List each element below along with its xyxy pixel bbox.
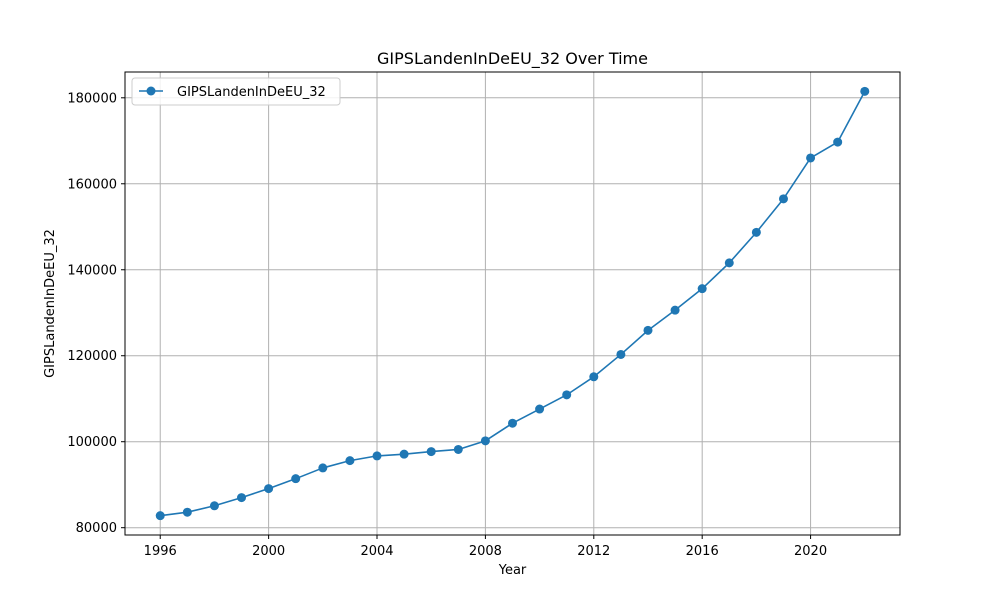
data-point xyxy=(480,436,490,446)
data-point xyxy=(589,372,599,382)
data-point xyxy=(345,456,355,466)
y-tick-label: 80000 xyxy=(76,521,117,536)
data-point xyxy=(616,349,626,359)
legend: GIPSLandenInDeEU_32 xyxy=(131,77,341,106)
chart-title: GIPSLandenInDeEU_32 Over Time xyxy=(377,49,648,69)
axis-ticks: 1996 2000 2004 2008 2012 2016 2020 80000 100000 1… xyxy=(67,91,827,559)
y-tick-label: 160000 xyxy=(67,177,117,192)
data-point xyxy=(697,284,707,294)
data-point xyxy=(508,418,517,428)
data-point xyxy=(318,463,328,473)
data-point xyxy=(806,153,816,163)
data-point xyxy=(291,474,301,484)
data-point xyxy=(643,325,653,335)
data-point xyxy=(237,493,247,503)
data-point xyxy=(535,404,545,414)
plot-area-frame xyxy=(124,71,901,536)
data-point xyxy=(155,511,165,521)
x-tick-label: 2020 xyxy=(794,544,827,559)
data-point xyxy=(426,447,436,457)
data-point xyxy=(182,507,192,517)
data-point xyxy=(209,501,219,511)
x-tick-label: 1996 xyxy=(144,544,177,559)
y-axis-title: GIPSLandenInDeEU_32 xyxy=(43,229,58,378)
data-point xyxy=(833,137,843,147)
data-point xyxy=(372,451,382,461)
x-tick-label: 2008 xyxy=(469,544,502,559)
legend-label: GIPSLandenInDeEU_32 xyxy=(177,85,326,100)
y-tick-label: 140000 xyxy=(67,263,117,278)
data-point xyxy=(562,390,572,400)
data-point xyxy=(724,258,734,268)
data-point xyxy=(399,449,409,459)
grid-lines xyxy=(125,72,900,535)
series-layer xyxy=(155,86,870,521)
data-point xyxy=(860,86,870,96)
x-tick-label: 2000 xyxy=(252,544,285,559)
y-tick-label: 120000 xyxy=(67,349,117,364)
data-point xyxy=(264,484,274,494)
y-tick-label: 180000 xyxy=(67,91,117,106)
data-point xyxy=(453,444,463,454)
y-tick-label: 100000 xyxy=(67,435,117,450)
x-tick-label: 2016 xyxy=(686,544,719,559)
x-tick-label: 2012 xyxy=(577,544,610,559)
data-point xyxy=(751,227,761,237)
data-point xyxy=(670,305,680,315)
legend-marker-sample xyxy=(146,86,156,96)
legend-box xyxy=(131,77,341,106)
x-axis-title: Year xyxy=(498,563,527,578)
x-tick-label: 2004 xyxy=(360,544,393,559)
data-point xyxy=(778,194,788,204)
